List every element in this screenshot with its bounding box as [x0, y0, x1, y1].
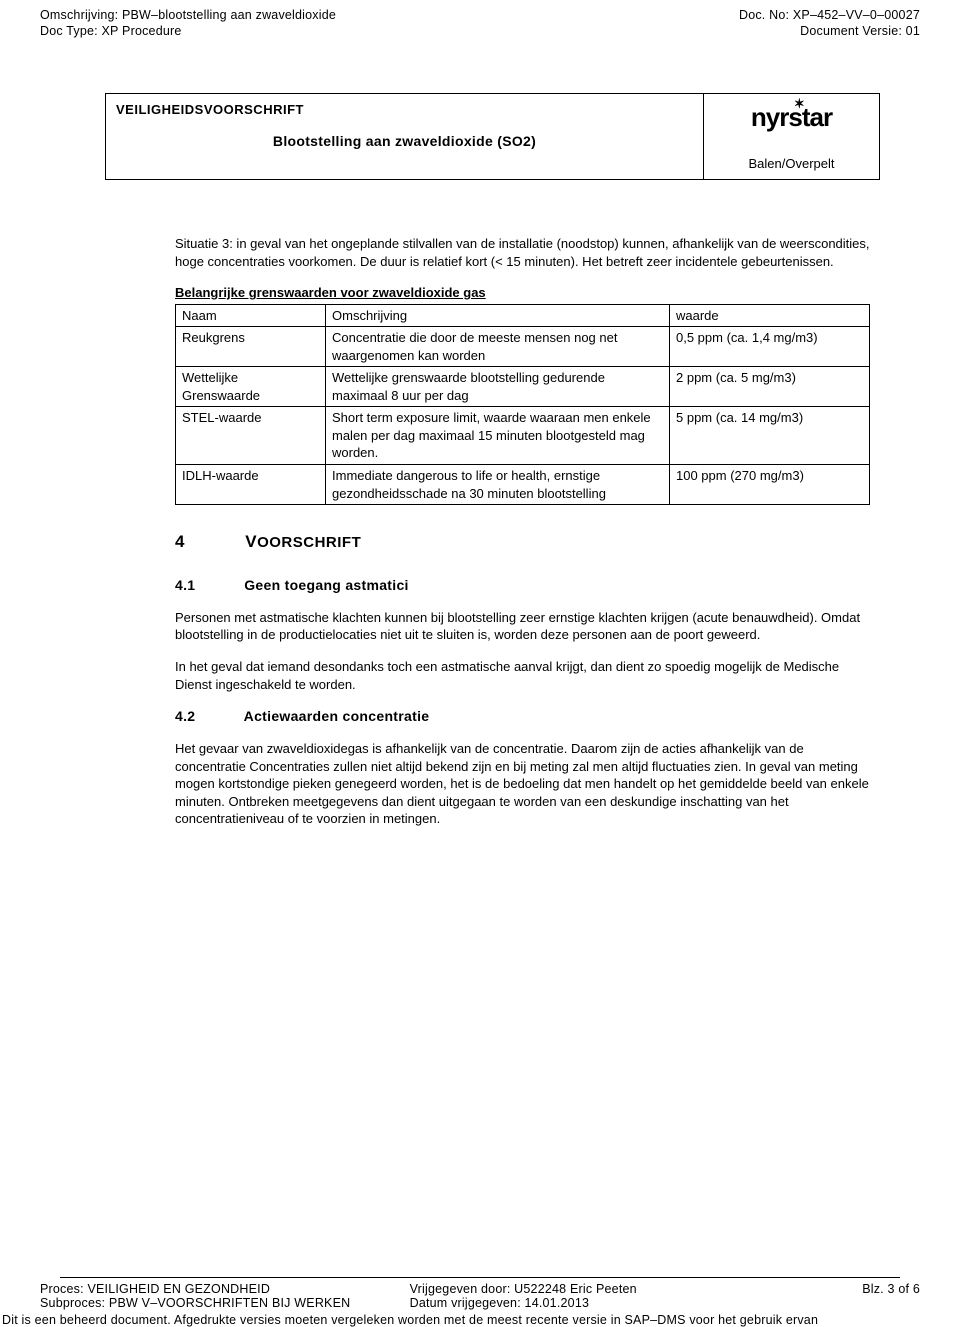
table-cell: STEL-waarde [176, 407, 326, 465]
content-body: Situatie 3: in geval van het ongeplande … [175, 235, 870, 828]
table-cell: 0,5 ppm (ca. 1,4 mg/m3) [670, 327, 870, 367]
table-cell: Immediate dangerous to life or health, e… [326, 465, 670, 505]
table-col-val: waarde [670, 304, 870, 327]
section-4-title: VOORSCHRIFT [245, 532, 361, 551]
situation-paragraph: Situatie 3: in geval van het ongeplande … [175, 235, 870, 270]
footer-vrijgegeven: Vrijgegeven door: U522248 Eric Peeten [410, 1282, 744, 1296]
logo-text: nyrstar ✶ [751, 104, 832, 130]
table-cell: 2 ppm (ca. 5 mg/m3) [670, 367, 870, 407]
section-4-1-p2: In het geval dat iemand desondanks toch … [175, 658, 870, 693]
header-docversie: Document Versie: 01 [739, 24, 920, 38]
header-docno: Doc. No: XP–452–VV–0–00027 [739, 8, 920, 22]
table-cell: 5 ppm (ca. 14 mg/m3) [670, 407, 870, 465]
table-header-row: Naam Omschrijving waarde [176, 304, 870, 327]
table-row: Wettelijke Grenswaarde Wettelijke grensw… [176, 367, 870, 407]
limits-table: Naam Omschrijving waarde Reukgrens Conce… [175, 304, 870, 505]
section-4-1-p1: Personen met astmatische klachten kunnen… [175, 609, 870, 644]
table-cell: Wettelijke grenswaarde blootstelling ged… [326, 367, 670, 407]
title-subheading: Blootstelling aan zwaveldioxide (SO2) [116, 133, 693, 149]
header-omschrijving: Omschrijving: PBW–blootstelling aan zwav… [40, 8, 336, 22]
table-col-name: Naam [176, 304, 326, 327]
table-cell: Concentratie die door de meeste mensen n… [326, 327, 670, 367]
section-4-1-heading: 4.1 Geen toegang astmatici [175, 576, 870, 595]
section-4-1-title: Geen toegang astmatici [244, 577, 409, 593]
section-4-num: 4 [175, 531, 240, 554]
table-cell: Wettelijke Grenswaarde [176, 367, 326, 407]
footer-datum: Datum vrijgegeven: 14.01.2013 [410, 1296, 744, 1310]
section-4-2-heading: 4.2 Actiewaarden concentratie [175, 707, 870, 726]
logo-word: nyrstar [751, 102, 832, 132]
table-row: IDLH-waarde Immediate dangerous to life … [176, 465, 870, 505]
table-col-desc: Omschrijving [326, 304, 670, 327]
footer-row-2: Subproces: PBW V–VOORSCHRIFTEN BIJ WERKE… [40, 1296, 920, 1310]
footer-separator [60, 1277, 900, 1278]
section-4-1-num: 4.1 [175, 576, 240, 595]
header-top: Omschrijving: PBW–blootstelling aan zwav… [40, 8, 920, 38]
table-cell: 100 ppm (270 mg/m3) [670, 465, 870, 505]
footer-proces: Proces: VEILIGHEID EN GEZONDHEID [40, 1282, 410, 1296]
section-4-heading: 4 VOORSCHRIFT [175, 531, 870, 554]
logo: nyrstar ✶ [751, 104, 832, 130]
section-4-2-title: Actiewaarden concentratie [244, 708, 430, 724]
table-cell: IDLH-waarde [176, 465, 326, 505]
footer-row-1: Proces: VEILIGHEID EN GEZONDHEID Vrijgeg… [40, 1282, 920, 1296]
footer-subproces: Subproces: PBW V–VOORSCHRIFTEN BIJ WERKE… [40, 1296, 410, 1310]
location-label: Balen/Overpelt [749, 156, 835, 171]
title-box-right: nyrstar ✶ Balen/Overpelt [704, 94, 879, 179]
title-box-left: VEILIGHEIDSVOORSCHRIFT Blootstelling aan… [106, 94, 704, 179]
table-caption: Belangrijke grenswaarden voor zwaveldiox… [175, 284, 870, 302]
header-left: Omschrijving: PBW–blootstelling aan zwav… [40, 8, 336, 38]
table-cell: Reukgrens [176, 327, 326, 367]
table-row: Reukgrens Concentratie die door de meest… [176, 327, 870, 367]
section-4-2-p1: Het gevaar van zwaveldioxidegas is afhan… [175, 740, 870, 828]
section-4-2-num: 4.2 [175, 707, 240, 726]
footer-note: Dit is een beheerd document. Afgedrukte … [2, 1313, 920, 1327]
header-right: Doc. No: XP–452–VV–0–00027 Document Vers… [739, 8, 920, 38]
title-heading: VEILIGHEIDSVOORSCHRIFT [116, 102, 693, 117]
footer-page: Blz. 3 of 6 [744, 1282, 920, 1296]
table-row: STEL-waarde Short term exposure limit, w… [176, 407, 870, 465]
table-cell: Short term exposure limit, waarde waaraa… [326, 407, 670, 465]
page: Omschrijving: PBW–blootstelling aan zwav… [0, 0, 960, 1327]
footer: Proces: VEILIGHEID EN GEZONDHEID Vrijgeg… [0, 1277, 960, 1327]
star-icon: ✶ [794, 97, 804, 110]
header-doctype: Doc Type: XP Procedure [40, 24, 336, 38]
title-box: VEILIGHEIDSVOORSCHRIFT Blootstelling aan… [105, 93, 880, 180]
